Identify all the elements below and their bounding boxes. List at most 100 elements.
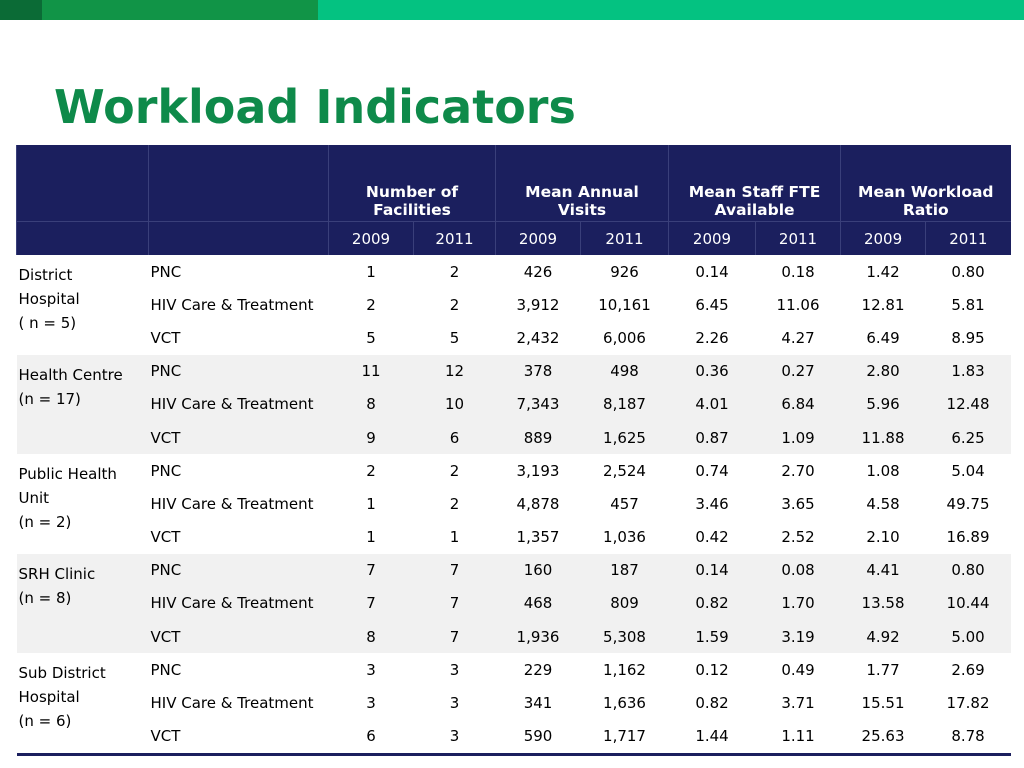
- value-cell: 0.27: [755, 354, 841, 388]
- value-cell: 1: [449, 528, 460, 547]
- top-bar: [0, 0, 42, 20]
- value-cell: 1: [366, 528, 376, 547]
- value-cell: 3,193: [516, 461, 560, 480]
- table-row: Health Centre (n = 17) PNC 11 12 378 498 0.36 0…: [16, 354, 1011, 455]
- value-cell: 5.04: [951, 461, 985, 480]
- value-cell: 2.10: [866, 528, 900, 547]
- title: Workload Indicators: [54, 80, 576, 134]
- year-header: 2011: [925, 221, 1011, 255]
- value-cell: 17.82: [946, 694, 990, 713]
- value-cell: 229: [523, 660, 553, 679]
- value-cell: 5: [449, 328, 460, 347]
- header-group: Mean Annual Visits: [495, 145, 669, 222]
- value-cell: 2.80: [840, 354, 926, 388]
- value-cell: 7,343: [495, 387, 581, 421]
- value-cell: 468: [495, 586, 581, 621]
- value-cell: 0.12: [695, 660, 729, 679]
- value-cell: 5: [366, 328, 376, 347]
- value-cell: 11.06: [776, 295, 820, 314]
- value-cell: 25.63: [861, 727, 905, 746]
- service-cell: PNC: [150, 461, 182, 480]
- value-cell: 0.74: [695, 461, 729, 480]
- table-row: HIV Care & Treatment 2 2 3,912 10,161 6.45 11.…: [17, 288, 1011, 321]
- value-cell: 15.51: [861, 694, 905, 713]
- value-cell: 1.09: [755, 420, 841, 455]
- value-cell: 1.11: [781, 727, 815, 746]
- service-cell: VCT: [150, 727, 181, 746]
- value-cell: 1.44: [695, 727, 729, 746]
- value-cell: 3.19: [755, 620, 841, 654]
- value-cell: 1,162: [603, 660, 646, 679]
- value-cell: 7: [413, 620, 496, 654]
- table-row: VCT 5 5 2,432 6,006 2.26 4.27 6.49 8.95: [17, 321, 1011, 354]
- value-cell: 7: [328, 586, 414, 621]
- value-cell: 0.80: [925, 553, 1011, 587]
- service-cell: PNC: [150, 660, 182, 679]
- value-cell: 16.89: [946, 528, 990, 547]
- value-cell: 0.49: [781, 660, 815, 679]
- value-cell: 2: [449, 262, 460, 281]
- service-cell: HIV Care & Treatment: [148, 586, 329, 621]
- value-cell: 4.92: [840, 620, 926, 654]
- service-cell: HIV Care & Treatment: [150, 494, 314, 513]
- value-cell: 0.08: [755, 553, 841, 587]
- service-cell: HIV Care & Treatment: [150, 694, 314, 713]
- facility-cell: SRH Clinic (n = 8): [16, 553, 149, 654]
- top-bar: [42, 0, 318, 20]
- value-cell: 2,524: [603, 461, 646, 480]
- value-cell: 2.69: [951, 660, 985, 679]
- service-cell: VCT: [150, 328, 181, 347]
- value-cell: 0.82: [695, 694, 729, 713]
- value-cell: 11.88: [840, 420, 926, 455]
- value-cell: 590: [523, 727, 553, 746]
- table-row: HIV Care & Treatment 3 3 341 1,636 0.82 3.71 15…: [17, 686, 1011, 719]
- value-cell: 9: [328, 420, 414, 455]
- value-cell: 3: [449, 694, 460, 713]
- header-group: Number of Facilities: [327, 145, 496, 222]
- value-cell: 6: [413, 420, 496, 455]
- value-cell: 2: [366, 295, 376, 314]
- value-cell: 11: [328, 354, 414, 388]
- facility-cell: Sub District Hospital (n = 6): [18, 664, 106, 731]
- value-cell: 0.36: [668, 354, 756, 388]
- value-cell: 5.96: [840, 387, 926, 421]
- service-cell: PNC: [148, 354, 329, 388]
- value-cell: 6.49: [866, 328, 900, 347]
- value-cell: 10: [413, 387, 496, 421]
- value-cell: 1,625: [580, 420, 669, 455]
- service-cell: PNC: [150, 262, 182, 281]
- value-cell: 2: [449, 494, 460, 513]
- service-cell: VCT: [148, 420, 329, 455]
- value-cell: 0.14: [668, 553, 756, 587]
- year-header: 2011: [412, 221, 496, 255]
- value-cell: 1: [366, 494, 376, 513]
- value-cell: 13.58: [840, 586, 926, 621]
- value-cell: 0.82: [668, 586, 756, 621]
- value-cell: 160: [495, 553, 581, 587]
- value-cell: 8.95: [951, 328, 985, 347]
- value-cell: 2.26: [695, 328, 729, 347]
- table-row: HIV Care & Treatment 7 7 468 809 0.82 1.70 13.5…: [17, 586, 1011, 621]
- table-row: HIV Care & Treatment 8 10 7,343 8,187 4.01 6.8…: [17, 387, 1011, 421]
- value-cell: 889: [495, 420, 581, 455]
- value-cell: 1: [366, 262, 376, 281]
- value-cell: 1.83: [925, 354, 1011, 388]
- value-cell: 2: [449, 295, 460, 314]
- service-cell: VCT: [150, 528, 181, 547]
- value-cell: 3: [366, 694, 376, 713]
- value-cell: 10.44: [925, 586, 1011, 621]
- value-cell: 1,936: [495, 620, 581, 654]
- table-body: District Hospital ( n = 5) PNC 1 2 426 926 0.1…: [16, 255, 1011, 754]
- header-row: Number of Facilities Mean Annual Visits Me…: [16, 145, 1011, 222]
- table-row: Sub District Hospital (n = 6) PNC 3 3 229 1,1…: [17, 653, 1011, 730]
- value-cell: 2,432: [516, 328, 560, 347]
- top-bar: [318, 0, 1024, 20]
- value-cell: 457: [610, 494, 639, 513]
- header-group: Mean Staff FTE Available: [668, 145, 841, 222]
- value-cell: 498: [580, 354, 669, 388]
- value-cell: 3.46: [695, 494, 729, 513]
- table-row: Public Health Unit (n = 2) PNC 2 2 3,193 2,52…: [17, 454, 1011, 531]
- facility-cell: Health Centre (n = 17): [16, 354, 149, 455]
- table-row: HIV Care & Treatment 1 2 4,878 457 3.46 3.65 4.…: [17, 487, 1011, 520]
